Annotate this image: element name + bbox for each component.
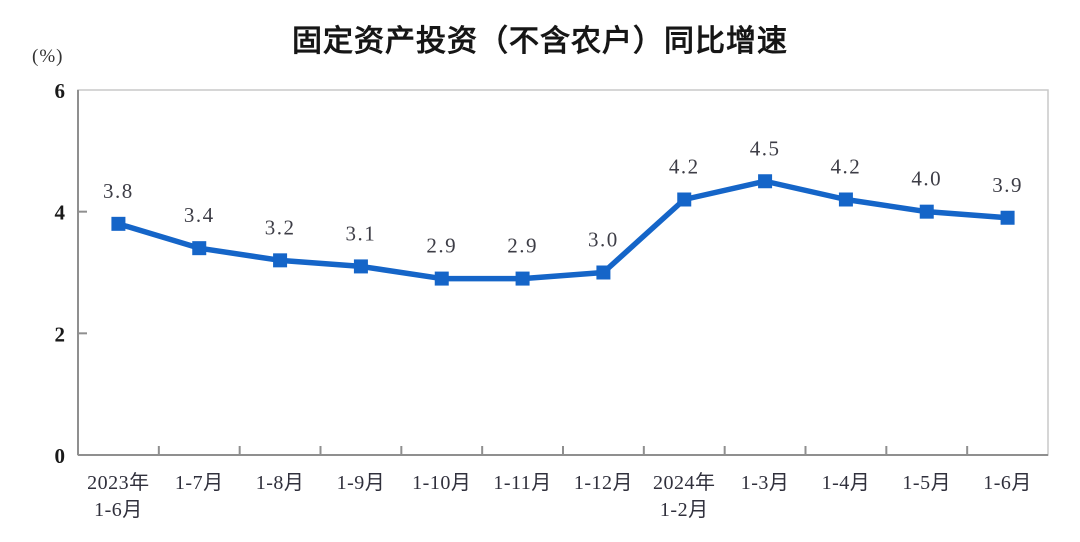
data-point-marker	[1000, 210, 1015, 225]
data-point-label: 3.9	[992, 173, 1023, 197]
x-category-label: 1-9月	[337, 472, 386, 494]
data-point-marker	[677, 192, 692, 207]
y-axis-unit-label: (%)	[32, 46, 64, 67]
y-axis-ticks: 0 2 4 6	[55, 79, 87, 468]
y-tick-label: 4	[55, 201, 66, 225]
x-category-label: 1-12月	[574, 472, 633, 494]
data-markers	[111, 174, 1015, 286]
x-category-label: 1-8月	[256, 472, 305, 494]
x-category-label: 1-10月	[412, 472, 471, 494]
data-point-marker	[919, 204, 934, 219]
plot-frame	[77, 89, 1049, 456]
data-point-label: 4.0	[911, 167, 942, 191]
x-category-label: 1-4月	[822, 472, 871, 494]
data-labels: 3.8 3.4 3.2 3.1 2.9 2.9 3.0 4.2 4.5 4.2 4.0 3.9	[103, 136, 1023, 258]
data-point-marker	[434, 271, 449, 286]
x-category-label: 1-6月	[983, 472, 1032, 494]
data-point-marker	[192, 241, 207, 256]
y-tick-label: 6	[55, 79, 66, 103]
data-point-label: 3.1	[346, 221, 377, 245]
x-category-label: 2024年 1-2月	[653, 471, 716, 521]
data-point-marker	[111, 216, 126, 231]
data-point-label: 4.2	[669, 155, 700, 179]
axes	[77, 89, 1049, 456]
data-point-label: 3.0	[588, 228, 619, 252]
data-point-label: 4.2	[831, 155, 862, 179]
data-point-label: 3.2	[265, 215, 296, 239]
x-category-label: 1-7月	[175, 472, 224, 494]
data-point-label: 3.8	[103, 179, 134, 203]
chart-title: 固定资产投资（不含农户）同比增速	[292, 25, 788, 58]
x-category-label: 1-5月	[902, 472, 951, 494]
data-point-label: 2.9	[426, 234, 457, 258]
x-axis-labels: 2023年 1-6月 1-7月 1-8月 1-9月 1-10月 1-11月 1-12月 2024…	[87, 471, 1032, 521]
y-tick-label: 0	[55, 444, 66, 468]
data-point-marker	[353, 259, 368, 274]
data-point-label: 4.5	[750, 136, 781, 160]
x-category-label: 1-3月	[741, 472, 790, 494]
data-point-marker	[596, 265, 611, 280]
data-point-marker	[758, 174, 773, 189]
x-axis-ticks	[157, 446, 969, 455]
data-point-marker	[273, 253, 288, 268]
x-category-label: 2023年 1-6月	[87, 471, 150, 521]
data-point-label: 2.9	[507, 234, 538, 258]
y-tick-label: 2	[55, 322, 66, 346]
data-point-marker	[838, 192, 853, 207]
data-point-marker	[515, 271, 530, 286]
data-line	[115, 178, 1011, 282]
x-category-label: 1-11月	[493, 472, 551, 494]
data-point-label: 3.4	[184, 203, 215, 227]
